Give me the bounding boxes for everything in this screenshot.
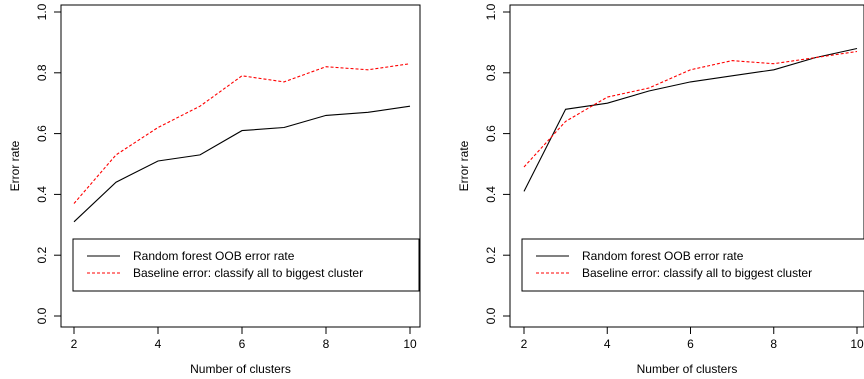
x-tick-label: 6: [239, 337, 246, 351]
chart-panel-1: 2 4 6 8 10 Number of clusters 0.0 0.2 0.4 0.6 0.8 1…: [8, 3, 421, 376]
y-tick-label: 0.8: [484, 64, 498, 81]
x-axis-title: Number of clusters: [190, 362, 291, 376]
y-tick-label: 0.0: [484, 307, 498, 324]
y-tick-label: 0.6: [484, 125, 498, 142]
y-tick-label: 0.6: [35, 125, 49, 142]
oob-error-line: [73, 105, 411, 223]
legend: Random forest OOB error rate Baseline err…: [521, 238, 864, 292]
y-tick-label: 1.0: [484, 3, 498, 20]
y-axis-title: Error rate: [8, 140, 22, 191]
legend: Random forest OOB error rate Baseline err…: [72, 238, 420, 292]
legend-label: Random forest OOB error rate: [133, 249, 295, 263]
y-axis: 0.0 0.2 0.4 0.6 0.8 1.0 Error rate: [457, 3, 511, 324]
y-tick-label: 1.0: [35, 3, 49, 20]
legend-label: Random forest OOB error rate: [582, 249, 744, 263]
x-tick-label: 4: [604, 337, 611, 351]
x-tick-label: 4: [155, 337, 162, 351]
x-tick-label: 6: [687, 337, 694, 351]
x-tick-label: 2: [521, 337, 528, 351]
y-tick-label: 0.8: [35, 64, 49, 81]
y-tick-label: 0.2: [35, 247, 49, 264]
x-tick-label: 8: [770, 337, 777, 351]
baseline-error-line: [73, 63, 411, 204]
y-tick-label: 0.4: [35, 186, 49, 203]
chart-panel-2: 2 4 6 8 10 Number of clusters 0.0 0.2 0.4 0.6 0.8 1…: [457, 3, 864, 376]
legend-box: [72, 238, 420, 292]
x-axis: 2 4 6 8 10 Number of clusters: [521, 326, 864, 376]
x-tick-label: 8: [323, 337, 330, 351]
legend-label: Baseline error: classify all to biggest …: [133, 266, 363, 280]
y-tick-label: 0.0: [35, 307, 49, 324]
x-tick-label: 10: [850, 337, 864, 351]
y-tick-label: 0.2: [484, 247, 498, 264]
baseline-error-line: [523, 50, 858, 168]
legend-box: [521, 238, 864, 292]
y-tick-label: 0.4: [484, 186, 498, 203]
y-axis-title: Error rate: [457, 140, 471, 191]
oob-error-line: [523, 47, 858, 192]
legend-label: Baseline error: classify all to biggest …: [582, 266, 812, 280]
x-axis: 2 4 6 8 10 Number of clusters: [71, 326, 417, 376]
y-axis: 0.0 0.2 0.4 0.6 0.8 1.0 Error rate: [8, 3, 62, 324]
x-tick-label: 2: [71, 337, 78, 351]
x-axis-title: Number of clusters: [637, 362, 738, 376]
x-tick-label: 10: [403, 337, 417, 351]
